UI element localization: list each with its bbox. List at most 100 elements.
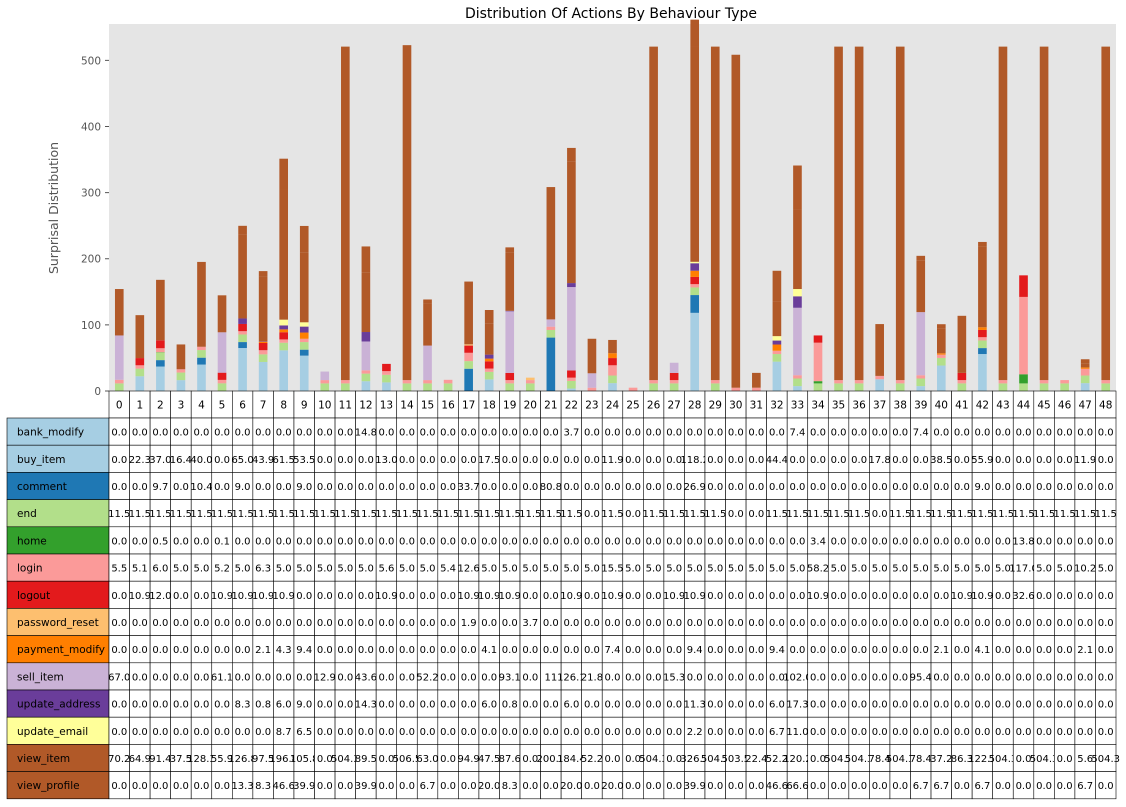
bar-view_item-48	[1101, 47, 1110, 380]
data-label-update_address-5: 0.0	[214, 700, 230, 711]
x-tick-label: 31	[750, 400, 763, 412]
data-label-logout-26: 0.0	[646, 591, 662, 602]
data-label-update_email-36: 0.0	[851, 727, 867, 738]
data-label-bank_modify-33: 7.4	[790, 428, 806, 439]
data-label-update_address-14: 0.0	[399, 700, 415, 711]
data-label-password_reset-37: 0.0	[872, 618, 888, 629]
data-label-view_profile-32: 46.6	[766, 781, 788, 792]
data-label-sell_item-8: 0.0	[276, 672, 292, 683]
bar-view_profile-33	[793, 166, 802, 210]
data-label-comment-42: 9.0	[974, 482, 990, 493]
bar-view_item-43	[999, 47, 1008, 380]
data-label-update_address-0: 0.0	[111, 700, 127, 711]
data-label-home-41: 0.0	[954, 536, 970, 547]
bar-bank_modify-12	[362, 381, 371, 391]
bar-view_item-15	[423, 304, 432, 346]
data-label-update_email-45: 0.0	[1036, 727, 1052, 738]
bar-end-46	[1060, 383, 1069, 391]
data-label-payment_modify-24: 7.4	[605, 645, 621, 656]
data-label-password_reset-22: 0.0	[563, 618, 579, 629]
data-label-payment_modify-28: 9.4	[687, 645, 703, 656]
legend-label-login: login	[17, 563, 43, 575]
x-tick-label: 24	[606, 400, 620, 412]
data-label-bank_modify-12: 14.8	[355, 428, 377, 439]
data-label-view_item-24: 0.0	[605, 754, 621, 765]
data-label-password_reset-32: 0.0	[769, 618, 785, 629]
bar-view_item-12	[362, 273, 371, 332]
data-label-buy_item-17: 0.0	[461, 455, 477, 466]
data-label-home-5: 0.1	[214, 536, 230, 547]
data-label-comment-28: 26.9	[684, 482, 706, 493]
data-label-sell_item-36: 0.0	[851, 672, 867, 683]
data-label-end-45: 11.5	[1033, 509, 1055, 520]
data-label-logout-30: 0.0	[728, 591, 744, 602]
bar-login-21	[547, 327, 556, 330]
data-label-logout-28: 10.9	[684, 591, 706, 602]
data-label-update_email-23: 0.0	[584, 727, 600, 738]
x-tick-label: 42	[976, 400, 989, 412]
data-label-comment-25: 0.0	[625, 482, 641, 493]
bar-view_item-38	[896, 47, 905, 380]
legend-label-buy_item: buy_item	[17, 454, 66, 466]
data-label-payment_modify-30: 0.0	[728, 645, 744, 656]
data-label-payment_modify-42: 4.1	[974, 645, 990, 656]
y-tick-label: 0	[94, 386, 101, 398]
bar-login-45	[1040, 380, 1049, 383]
data-label-sell_item-35: 0.0	[831, 672, 847, 683]
data-label-comment-27: 0.0	[666, 482, 682, 493]
x-tick-label: 46	[1058, 400, 1072, 412]
data-label-payment_modify-16: 0.0	[440, 645, 456, 656]
data-label-update_email-40: 0.0	[933, 727, 949, 738]
bar-view_item-4	[197, 262, 206, 347]
data-label-update_email-43: 0.0	[995, 727, 1011, 738]
data-label-home-8: 0.0	[276, 536, 292, 547]
data-label-update_email-13: 0.0	[378, 727, 394, 738]
data-label-buy_item-43: 0.0	[995, 455, 1011, 466]
bar-payment_modify-40	[937, 353, 946, 354]
data-label-login-25: 5.0	[625, 564, 641, 575]
data-label-update_address-22: 6.0	[563, 700, 579, 711]
bar-login-20	[526, 380, 535, 383]
data-label-buy_item-29: 0.0	[707, 455, 723, 466]
data-label-logout-45: 0.0	[1036, 591, 1052, 602]
data-label-buy_item-18: 17.5	[478, 455, 500, 466]
data-label-login-31: 5.0	[748, 564, 764, 575]
bar-update_address-22	[567, 283, 576, 287]
bar-login-47	[1081, 369, 1090, 376]
data-label-buy_item-46: 0.0	[1057, 455, 1073, 466]
bar-login-37	[875, 376, 884, 379]
y-axis-label: Surprisal Distribution	[46, 142, 61, 274]
bar-view_profile-42	[978, 242, 987, 246]
data-label-sell_item-7: 0.0	[255, 672, 271, 683]
data-label-update_email-28: 2.2	[687, 727, 703, 738]
data-label-login-18: 5.0	[481, 564, 497, 575]
data-label-view_item-19: 87.6	[499, 754, 521, 765]
bar-view_item-26	[649, 47, 658, 380]
bar-login-46	[1060, 380, 1069, 383]
data-label-sell_item-20: 0.0	[522, 672, 538, 683]
bar-comment-17	[464, 369, 473, 391]
bar-end-48	[1101, 383, 1110, 391]
x-tick-label: 26	[647, 400, 661, 412]
data-label-password_reset-43: 0.0	[995, 618, 1011, 629]
data-label-end-33: 11.5	[786, 509, 808, 520]
data-label-home-28: 0.0	[687, 536, 703, 547]
data-label-bank_modify-35: 0.0	[831, 428, 847, 439]
data-label-buy_item-35: 0.0	[831, 455, 847, 466]
data-label-login-19: 5.0	[502, 564, 518, 575]
bar-comment-21	[547, 338, 556, 391]
bar-view_profile-39	[916, 256, 925, 260]
data-label-logout-39: 0.0	[913, 591, 929, 602]
data-label-sell_item-6: 0.0	[235, 672, 251, 683]
x-tick-label: 23	[585, 400, 598, 412]
data-label-payment_modify-5: 0.0	[214, 645, 230, 656]
data-label-login-46: 5.0	[1057, 564, 1073, 575]
data-label-comment-7: 0.0	[255, 482, 271, 493]
bar-view_item-28	[690, 46, 699, 262]
data-label-comment-3: 0.0	[173, 482, 189, 493]
bar-view_item-33	[793, 210, 802, 289]
data-label-password_reset-7: 0.0	[255, 618, 271, 629]
bar-logout-8	[279, 332, 288, 339]
bar-sell_item-21	[547, 319, 556, 326]
data-label-home-48: 0.0	[1098, 536, 1114, 547]
